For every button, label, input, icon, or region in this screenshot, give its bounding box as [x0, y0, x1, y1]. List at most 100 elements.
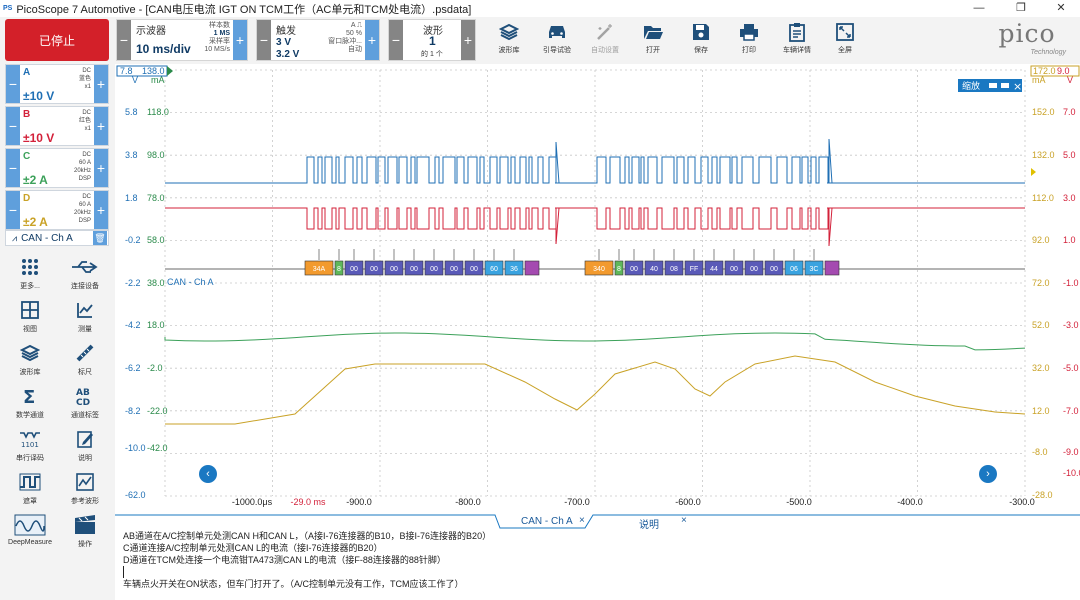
scroll-left-button[interactable]: ‹ [199, 465, 217, 483]
frame2-field[interactable] [704, 260, 724, 276]
channel-range[interactable]: ±10 V [23, 89, 55, 103]
print-tool[interactable]: 打印 [725, 19, 773, 61]
frame2-field[interactable] [614, 260, 624, 276]
frame2-field[interactable] [684, 260, 704, 276]
channel-range-increase[interactable]: + [94, 107, 108, 145]
close-window-button[interactable]: ✕ [1056, 2, 1066, 14]
zoom-close-icon[interactable]: × [1013, 80, 1022, 93]
side-tool-measure[interactable]: 测量 [60, 296, 110, 338]
trigger-info[interactable]: A ⎍ 50 % 窗口脉冲... 自动 [328, 22, 362, 53]
fullscreen-tool[interactable]: 全屏 [821, 19, 869, 61]
tab-strip [115, 514, 1080, 529]
side-tool-stack[interactable]: 波形库 [5, 339, 55, 381]
oscilloscope-plot[interactable]: 5.8 3.8 1.8 -0.2 -2.2 -4.2 -6.2 -8.2 -10.0 -62.0 1… [115, 64, 1080, 514]
channel-c-control[interactable]: − C ±2 A DC 60 A 20kHz DSP + [5, 148, 109, 188]
channel-range-decrease[interactable]: − [6, 191, 20, 229]
channel-range-increase[interactable]: + [94, 149, 108, 187]
channel-range[interactable]: ±2 A [23, 173, 48, 187]
frame1-field[interactable] [444, 260, 464, 276]
frame2-field[interactable] [624, 260, 644, 276]
channel-range-decrease[interactable]: − [6, 107, 20, 145]
channel-a-control[interactable]: − A ±10 V DC 蓝色 x1 + [5, 64, 109, 104]
save-tool[interactable]: 保存 [677, 19, 725, 61]
open-tool[interactable]: 打开 [629, 19, 677, 61]
side-tool-serial-decode[interactable]: 1101 串行译码 [5, 425, 55, 467]
printer-icon [740, 24, 758, 41]
trigger-decrease-button[interactable]: − [257, 20, 271, 60]
channel-range-increase[interactable]: + [94, 65, 108, 103]
tab-close-icon[interactable]: × [681, 515, 687, 526]
side-tool-mask[interactable]: 遮罩 [5, 468, 55, 510]
axis-tick-label-d: -9.0 [1063, 447, 1079, 457]
tab-can-decode[interactable]: CAN - Ch A [521, 516, 573, 527]
auto-setup-tool[interactable]: 自动设置 [581, 19, 629, 61]
vehicle-details-tool[interactable]: 车辆详情 [773, 19, 821, 61]
frame1-field[interactable] [464, 260, 484, 276]
channel-range-increase[interactable]: + [94, 191, 108, 229]
frame2-field[interactable] [664, 260, 684, 276]
waveform-library-tool[interactable]: 波形库 [485, 19, 533, 61]
side-tool-sigma[interactable]: Σ 数学通道 [5, 382, 55, 424]
tab-notes[interactable]: 说明 [639, 520, 659, 531]
channel-range[interactable]: ±2 A [23, 215, 48, 229]
scroll-right-button[interactable]: › [979, 465, 997, 483]
frame1-field[interactable] [384, 260, 404, 276]
timebase-decrease-button[interactable]: − [117, 20, 131, 60]
scope-view[interactable]: 5.8 3.8 1.8 -0.2 -2.2 -4.2 -6.2 -8.2 -10.0 -62.0 1… [115, 64, 1080, 514]
channel-range-decrease[interactable]: − [6, 65, 20, 103]
side-tool-clapperboard[interactable]: 操作 [60, 511, 110, 553]
trigger-level2[interactable]: 3.2 V [276, 49, 300, 60]
frame1-field[interactable] [484, 260, 504, 276]
channel-range-decrease[interactable]: − [6, 149, 20, 187]
trigger-level[interactable]: 3 V [276, 37, 292, 48]
picoscope-app-icon: PS [3, 5, 13, 12]
zoom-minimize-icon[interactable] [989, 83, 997, 88]
waveform-next-button[interactable]: + [461, 20, 475, 60]
frame2-field[interactable] [724, 260, 744, 276]
frame1-field[interactable] [344, 260, 364, 276]
frame2-end[interactable] [824, 260, 840, 276]
frame1-end[interactable] [524, 260, 540, 276]
axis-tick-label-b: 118.0 [147, 107, 169, 117]
zoom-restore-icon[interactable] [1001, 83, 1009, 88]
frame2-field[interactable] [744, 260, 764, 276]
minimize-button[interactable]: — [973, 2, 985, 14]
frame1-field[interactable] [304, 260, 334, 276]
channel-range[interactable]: ±10 V [23, 131, 55, 145]
frame2-field[interactable] [764, 260, 784, 276]
frame1-field[interactable] [424, 260, 444, 276]
start-stop-button[interactable]: 已停止 [5, 19, 109, 61]
side-tool-usb[interactable]: 连接设备 [60, 253, 110, 295]
frame1-field[interactable] [504, 260, 524, 276]
serial-decode-entry[interactable]: ⩘ CAN - Ch A 🗑 [5, 230, 109, 246]
restore-button[interactable]: ❐ [1016, 2, 1026, 14]
trigger-increase-button[interactable]: + [365, 20, 379, 60]
channel-b-control[interactable]: − B ±10 V DC 红色 x1 + [5, 106, 109, 146]
frame2-field[interactable] [644, 260, 664, 276]
frame2-field-text: 00 [630, 266, 638, 273]
side-tool-view-layout[interactable]: 视图 [5, 296, 55, 338]
side-tool-ruler[interactable]: 标尺 [60, 339, 110, 381]
side-tool-deep-measure[interactable]: DeepMeasure [5, 511, 55, 553]
sample-info[interactable]: 样本数 1 MS 采样率 10 MS/s [204, 22, 230, 53]
side-tool-grid-dots[interactable]: 更多... [5, 253, 55, 295]
notes-panel[interactable]: AB通道在A/C控制单元处测CAN H和CAN L，（A接I-76连接器的B10… [115, 530, 1080, 600]
frame1-field[interactable] [404, 260, 424, 276]
tab-close-icon[interactable]: × [579, 515, 585, 526]
guided-test-tool[interactable]: 引导试验 [533, 19, 581, 61]
frame1-field[interactable] [364, 260, 384, 276]
side-tool-notes[interactable]: 说明 [60, 425, 110, 467]
channel-d-control[interactable]: − D ±2 A DC 60 A 20kHz DSP + [5, 190, 109, 230]
right-axis-marker[interactable] [1030, 65, 1080, 77]
side-tool-channel-labels[interactable]: AB CD 通道标签 [60, 382, 110, 424]
frame2-field[interactable] [804, 260, 824, 276]
frame2-field[interactable] [584, 260, 614, 276]
frame1-field[interactable] [334, 260, 344, 276]
side-tool-reference-waveform[interactable]: 参考波形 [60, 468, 110, 510]
timebase-value[interactable]: 10 ms/div [136, 42, 191, 56]
frame2-field[interactable] [784, 260, 804, 276]
trash-icon[interactable]: 🗑 [93, 231, 107, 245]
timebase-increase-button[interactable]: + [233, 20, 247, 60]
waveform-index[interactable]: 1 [429, 34, 436, 48]
waveform-prev-button[interactable]: − [389, 20, 403, 60]
